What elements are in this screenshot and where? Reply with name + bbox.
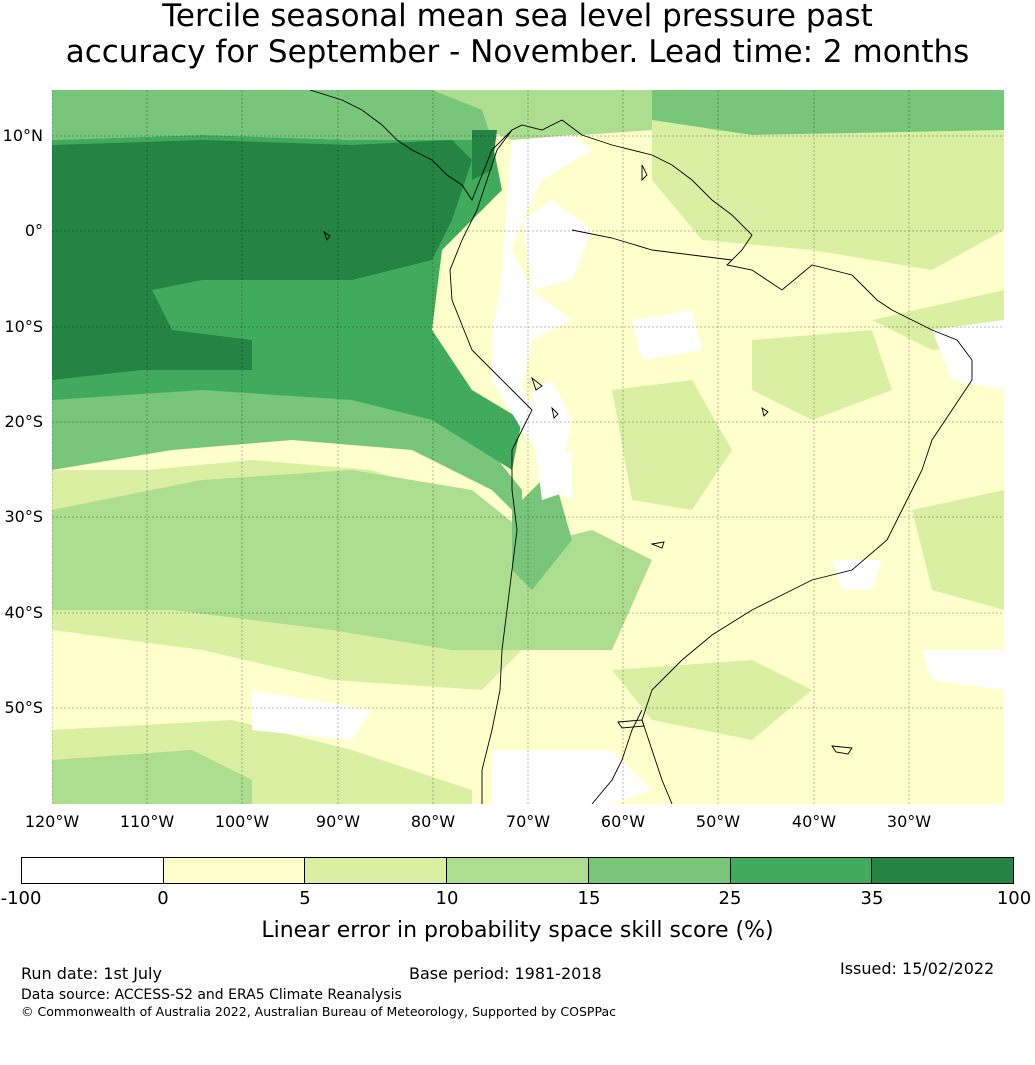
lon-label-100w: 100°W — [214, 812, 270, 831]
colorbar-tick-label: 5 — [299, 888, 311, 909]
gridlines — [52, 90, 1004, 804]
skill-field-5-10-central — [612, 380, 732, 510]
colorbar-tick-label: 25 — [718, 888, 742, 909]
lat-label-10n: 10°N — [2, 126, 43, 145]
skill-field-negative-patch-4 — [632, 310, 702, 360]
colorbar-bin-2 — [305, 858, 448, 883]
skill-field-negative-ecuador — [522, 200, 592, 290]
map-title-line-1: Tercile seasonal mean sea level pressure… — [162, 0, 873, 34]
skill-field-negative-patch-3 — [922, 650, 1004, 690]
lon-label-40w: 40°W — [791, 812, 837, 831]
lat-label-30s: 30°S — [4, 507, 43, 526]
colorbar-tick-label: 0 — [157, 888, 169, 909]
lon-label-80w: 80°W — [410, 812, 456, 831]
data-source: Data source: ACCESS-S2 and ERA5 Climate … — [21, 987, 402, 1003]
skill-field-negative-patch-2 — [252, 690, 372, 740]
base-period: Base period: 1981-2018 — [409, 964, 602, 983]
copyright: © Commonwealth of Australia 2022, Austra… — [21, 1004, 616, 1019]
lon-label-60w: 60°W — [600, 812, 646, 831]
lat-label-40s: 40°S — [4, 603, 43, 622]
skill-field-5-10-brazil — [752, 330, 892, 420]
skill-score-map — [52, 90, 1004, 804]
coastline — [309, 90, 973, 804]
lon-label-30w: 30°W — [886, 812, 932, 831]
skill-field-5-10-atlantic-north — [652, 90, 1004, 270]
colorbar-tick-label: 15 — [577, 888, 601, 909]
lon-label-50w: 50°W — [695, 812, 741, 831]
lat-label-10s: 10°S — [4, 317, 43, 336]
skill-field-negative-andes — [492, 135, 592, 470]
skill-field-15-25-caribbean — [652, 90, 1004, 135]
colorbar-bin-6 — [872, 858, 1014, 883]
skill-field-5-10-east — [912, 490, 1004, 610]
colorbar-label: Linear error in probability space skill … — [261, 918, 774, 943]
colorbar-tick-label: 35 — [860, 888, 884, 909]
map-canvas — [52, 90, 1004, 804]
islands — [323, 230, 853, 755]
skill-field-10-15 — [52, 470, 532, 650]
skill-field-negative-patagonia — [492, 750, 652, 804]
lon-label-120w: 120°W — [24, 812, 80, 831]
colorbar-bin-5 — [730, 858, 873, 883]
colorbar-tick-label: 10 — [435, 888, 459, 909]
colorbar-bin-1 — [163, 858, 306, 883]
skill-field-15-25-north — [52, 90, 492, 140]
run-date: Run date: 1st July — [21, 964, 162, 983]
lon-label-70w: 70°W — [505, 812, 551, 831]
colorbar-bin-4 — [588, 858, 731, 883]
map-title-line-2: accuracy for September - November. Lead … — [65, 34, 970, 70]
skill-field-35-100 — [52, 140, 472, 380]
lat-label-50s: 50°S — [4, 698, 43, 717]
lat-label-0: 0° — [24, 221, 43, 240]
skill-field-negative-patch-1 — [832, 560, 882, 590]
colorbar-tick-label: 100 — [996, 888, 1032, 909]
lon-label-90w: 90°W — [315, 812, 361, 831]
skill-field-15-25-coast — [512, 470, 572, 590]
colorbar-bin-3 — [447, 858, 589, 883]
colorbar-bin-0 — [22, 858, 164, 883]
colorbar-tick-label: -100 — [0, 888, 42, 909]
lat-label-20s: 20°S — [4, 412, 43, 431]
skill-field-10-15-south — [52, 750, 252, 804]
issued-date: Issued: 15/02/2022 — [840, 959, 995, 978]
skill-field-negative-atacama — [552, 450, 572, 500]
lon-label-110w: 110°W — [119, 812, 175, 831]
colorbar — [21, 857, 1014, 884]
